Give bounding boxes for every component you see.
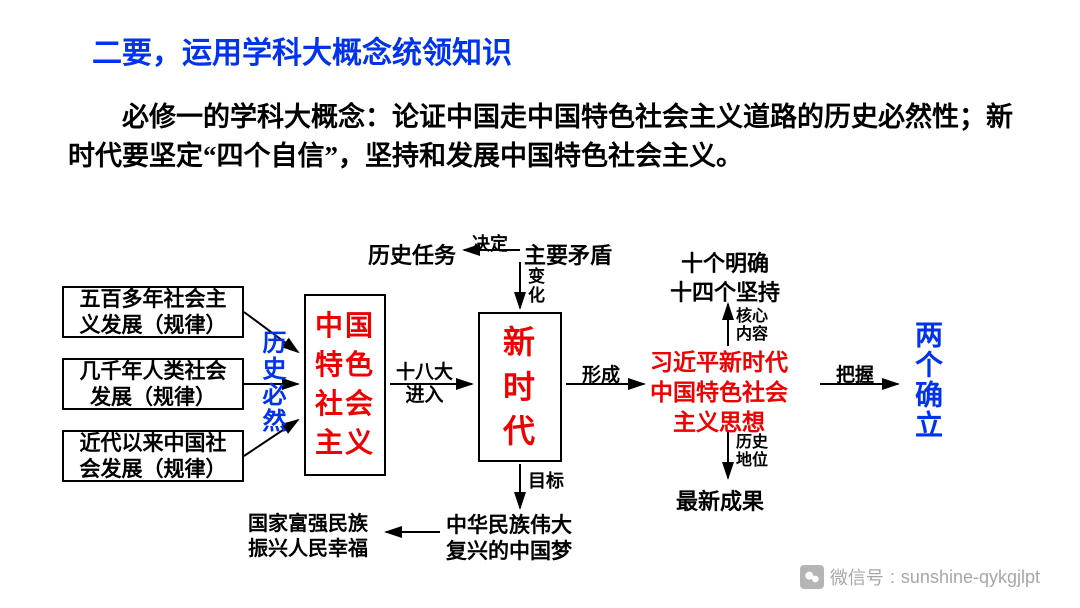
top-left-label: 历史任务 <box>368 238 456 270</box>
bottom-arrow-label: 目标 <box>528 472 564 492</box>
bottom-mid-l2: 复兴的中国梦 <box>446 538 572 564</box>
wechat-icon <box>800 565 824 589</box>
c1-ch1: 中国 <box>315 307 375 346</box>
section-body: 必修一的学科大概念：论证中国走中国特色社会主义道路的历史必然性；新时代要坚定“四… <box>68 98 1018 176</box>
rb-arrow-l1: 历史 <box>736 434 768 452</box>
left-box-2-l1: 几千年人类社会 <box>80 358 227 384</box>
rt-l1: 十个明确 <box>670 250 780 279</box>
center-box-1: 中国 特色 社会 主义 <box>304 294 386 476</box>
wechat-watermark: 微信号 : sunshine-qykgjlpt <box>800 564 1040 590</box>
left-box-2-l2: 发展（规律） <box>80 384 227 410</box>
bottom-left: 国家富强民族 振兴人民幸福 <box>248 512 368 562</box>
rt-l2: 十四个坚持 <box>670 279 780 308</box>
left-box-1-l1: 五百多年社会主 <box>80 286 227 312</box>
top-down-label: 变 化 <box>528 268 545 305</box>
left-box-3-l1: 近代以来中国社 <box>80 430 227 456</box>
top-right-label: 主要矛盾 <box>524 238 612 270</box>
left-box-3: 近代以来中国社 会发展（规律） <box>62 430 244 482</box>
right-top-arrow-label: 核心 内容 <box>736 308 768 343</box>
bottom-left-l1: 国家富强民族 <box>248 512 368 537</box>
c1-ch3: 社会 <box>315 385 375 424</box>
edge-c1-c2-l1: 十八大 <box>396 362 453 385</box>
left-box-1-l2: 义发展（规律） <box>80 312 227 338</box>
watermark-prefix: 微信号 <box>830 564 884 590</box>
rb-arrow-l2: 地位 <box>736 452 768 470</box>
far-right: 两个确立 <box>906 320 946 440</box>
section-title: 二要，运用学科大概念统领知识 <box>92 28 512 72</box>
edge-c1-c2-l2: 进入 <box>396 385 453 408</box>
watermark-id: sunshine-qykgjlpt <box>901 567 1040 588</box>
edge-right-far: 把握 <box>836 360 874 387</box>
watermark-sep: : <box>890 567 895 588</box>
rc-l2: 中国特色社会 <box>650 378 788 408</box>
rc-l1: 习近平新时代 <box>650 348 788 378</box>
left-box-2: 几千年人类社会 发展（规律） <box>62 358 244 410</box>
c2-ch2: 时 <box>503 365 537 410</box>
top-arrow-label: 决定 <box>472 230 508 256</box>
right-top: 十个明确 十四个坚持 <box>670 250 780 307</box>
right-center: 习近平新时代 中国特色社会 主义思想 <box>650 348 788 438</box>
c2-ch3: 代 <box>503 409 537 454</box>
edge-c1-c2: 十八大 进入 <box>396 362 453 408</box>
left-box-1: 五百多年社会主 义发展（规律） <box>62 286 244 338</box>
rt-arrow-l1: 核心 <box>736 308 768 326</box>
top-down-l1: 变 <box>528 268 545 287</box>
left-link-label: 历史必然 <box>254 330 289 434</box>
c2-ch1: 新 <box>503 320 537 365</box>
right-bottom: 最新成果 <box>676 484 764 516</box>
right-bottom-arrow-label: 历史 地位 <box>736 434 768 469</box>
c1-ch2: 特色 <box>315 346 375 385</box>
center-box-2: 新 时 代 <box>478 312 562 462</box>
bottom-mid-l1: 中华民族伟大 <box>446 512 572 538</box>
top-down-l2: 化 <box>528 287 545 306</box>
left-box-3-l2: 会发展（规律） <box>80 456 227 482</box>
c1-ch4: 主义 <box>315 424 375 463</box>
concept-diagram: 五百多年社会主 义发展（规律） 几千年人类社会 发展（规律） 近代以来中国社 会… <box>52 232 1032 572</box>
rt-arrow-l2: 内容 <box>736 326 768 344</box>
bottom-left-l2: 振兴人民幸福 <box>248 537 368 562</box>
edge-c2-right: 形成 <box>582 360 620 387</box>
bottom-mid: 中华民族伟大 复兴的中国梦 <box>446 512 572 565</box>
